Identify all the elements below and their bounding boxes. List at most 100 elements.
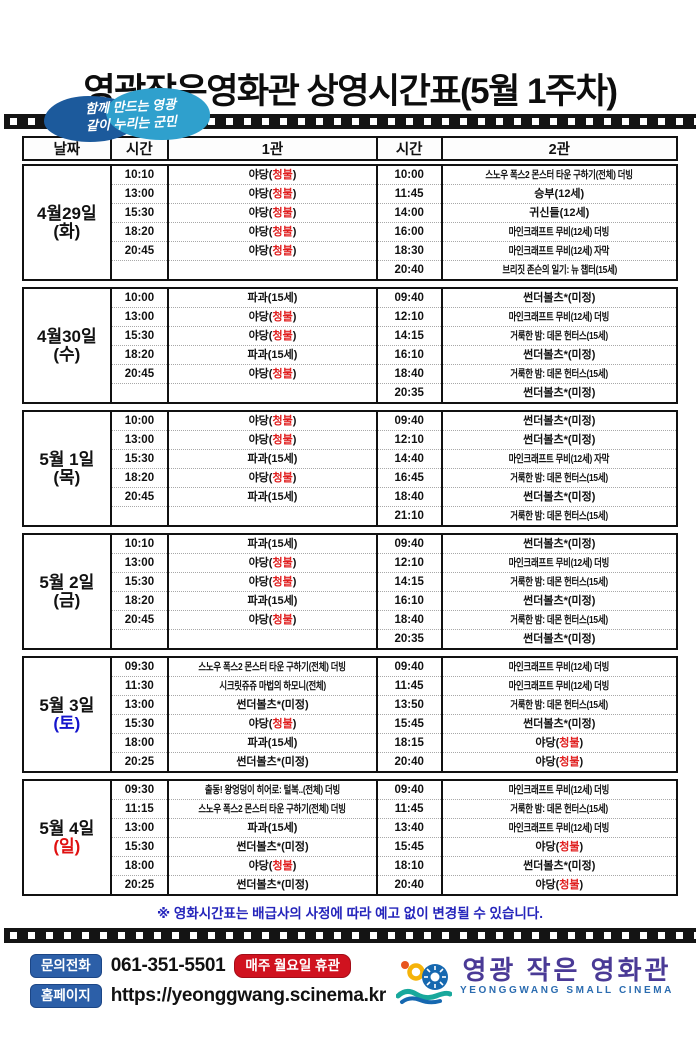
rating-adult: 청불 (559, 879, 580, 891)
schedule-block: 5월 3일 (토) 09:30 스노우 폭스2 몬스터 타운 구하기(전체) 더빙 09… (22, 656, 678, 773)
time-cell-screen1: 15:30 (110, 837, 169, 857)
movie-cell-screen2: 썬더볼츠*(미정) (440, 591, 677, 611)
movie-cell-screen1: 야당(청불) (167, 856, 377, 876)
time-cell-screen1: 20:25 (110, 875, 169, 895)
schedule-row: 4월30일 (수) 10:00 파과(15세) 09:40 썬더볼츠*(미정) (23, 288, 677, 403)
time-cell-screen2: 14:15 (375, 326, 442, 346)
movie-cell-screen1: 파과(15세) (167, 591, 377, 611)
schedule-row: 11:30 시크릿쥬쥬 마법의 하모니(전체) 11:45 마인크래프트 무비(12세… (23, 676, 677, 696)
schedule-row: 21:10 거룩한 밤: 데몬 헌터스(15세) (23, 506, 677, 526)
schedule-row: 5월 2일 (금) 10:10 파과(15세) 09:40 썬더볼츠*(미정) (23, 534, 677, 649)
schedule-row: 20:40 브리짓 존슨의 일기: 뉴 챕터(15세) (23, 260, 677, 280)
rating-adult: 청불 (272, 614, 293, 626)
movie-cell-screen1 (167, 629, 377, 649)
movie-cell-screen1 (167, 260, 377, 280)
rating-adult: 청불 (272, 188, 293, 200)
homepage-label-button: 홈페이지 (30, 984, 102, 1008)
header-cell-time2: 시간 (375, 137, 442, 160)
time-cell-screen1: 15:30 (110, 203, 169, 223)
movie-cell-screen1: 스노우 폭스2 몬스터 타운 구하기(전체) 더빙 (167, 657, 377, 677)
schedule: 날짜 시간 1관 시간 2관 4월29일 (화) 10:10 야당(청불) 10:00 스… (22, 136, 678, 896)
movie-cell-screen2: 거룩한 밤: 데몬 헌터스(15세) (440, 326, 677, 346)
schedule-row: 20:35 썬더볼츠*(미정) (23, 629, 677, 649)
logo-blob-teal (106, 88, 210, 140)
movie-cell-screen1: 썬더볼츠*(미정) (167, 837, 377, 857)
movie-cell-screen2: 마인크래프트 무비(12세) 더빙 (440, 307, 677, 327)
day-label: (금) (53, 590, 81, 610)
movie-cell-screen2: 마인크래프트 무비(12세) 더빙 (440, 553, 677, 573)
movie-cell-screen2: 마인크래프트 무비(12세) 자막 (440, 241, 677, 261)
movie-cell-screen2: 마인크래프트 무비(12세) 더빙 (440, 676, 677, 696)
time-cell-screen2: 18:10 (375, 856, 442, 876)
movie-cell-screen2: 거룩한 밤: 데몬 헌터스(15세) (440, 695, 677, 715)
time-cell-screen2: 13:50 (375, 695, 442, 715)
movie-cell-screen2: 거룩한 밤: 데몬 헌터스(15세) (440, 468, 677, 488)
time-cell-screen1: 15:30 (110, 714, 169, 734)
date-label: 4월30일 (36, 326, 97, 346)
time-cell-screen1: 20:45 (110, 364, 169, 384)
movie-cell-screen2: 거룩한 밤: 데몬 헌터스(15세) (440, 506, 677, 526)
time-cell-screen2: 09:40 (375, 411, 442, 431)
cinema-logo: 영광 작은 영화관 YEONGGWANG SMALL CINEMA (395, 955, 674, 1011)
time-cell-screen1: 20:45 (110, 241, 169, 261)
movie-cell-screen2: 썬더볼츠*(미정) (440, 430, 677, 450)
schedule-row: 5월 4일 (일) 09:30 출동! 왕엉덩이 히어로: 털복..(전체) 더빙 09… (23, 780, 677, 895)
header-cell-date: 날짜 (23, 137, 111, 160)
time-cell-screen1: 13:00 (110, 430, 169, 450)
time-cell-screen2: 18:15 (375, 733, 442, 753)
date-cell: 4월30일 (수) (23, 288, 112, 403)
movie-cell-screen1: 파과(15세) (167, 288, 377, 308)
movie-cell-screen2: 썬더볼츠*(미정) (440, 288, 677, 308)
movie-cell-screen1: 시크릿쥬쥬 마법의 하모니(전체) (167, 676, 377, 696)
movie-cell-screen1: 야당(청불) (167, 714, 377, 734)
movie-cell-screen1: 야당(청불) (167, 184, 377, 204)
movie-cell-screen2: 썬더볼츠*(미정) (440, 714, 677, 734)
schedule-row: 15:30 야당(청불) 14:15 거룩한 밤: 데몬 헌터스(15세) (23, 326, 677, 346)
time-cell-screen2: 20:35 (375, 629, 442, 649)
movie-cell-screen2: 야당(청불) (440, 733, 677, 753)
date-label: 5월 4일 (39, 818, 95, 838)
rating-adult: 청불 (272, 245, 293, 257)
schedule-row: 13:00 야당(청불) 12:10 썬더볼츠*(미정) (23, 430, 677, 450)
schedule-row: 15:30 썬더볼츠*(미정) 15:45 야당(청불) (23, 837, 677, 857)
movie-cell-screen2: 썬더볼츠*(미정) (440, 383, 677, 403)
schedule-row: 18:20 야당(청불) 16:00 마인크래프트 무비(12세) 더빙 (23, 222, 677, 242)
phone-row: 문의전화 061-351-5501 매주 월요일 휴관 (30, 954, 386, 978)
movie-cell-screen2: 야당(청불) (440, 837, 677, 857)
time-cell-screen2: 15:45 (375, 714, 442, 734)
time-cell-screen2: 09:40 (375, 657, 442, 677)
schedule-row: 5월 1일 (목) 10:00 야당(청불) 09:40 썬더볼츠*(미정) (23, 411, 677, 526)
phone-label-button: 문의전화 (30, 954, 102, 978)
cinema-logo-korean: 영광 작은 영화관 (462, 955, 672, 985)
movie-cell-screen2: 썬더볼츠*(미정) (440, 629, 677, 649)
homepage-url[interactable]: https://yeonggwang.scinema.kr (110, 985, 387, 1006)
time-cell-screen2: 11:45 (375, 184, 442, 204)
movie-cell-screen1: 야당(청불) (167, 572, 377, 592)
schedule-row: 20:25 썬더볼츠*(미정) 20:40 야당(청불) (23, 752, 677, 772)
movie-cell-screen1: 출동! 왕엉덩이 히어로: 털복..(전체) 더빙 (167, 780, 377, 800)
schedule-row: 20:35 썬더볼츠*(미정) (23, 383, 677, 403)
schedule-row: 13:00 야당(청불) 12:10 마인크래프트 무비(12세) 더빙 (23, 307, 677, 327)
time-cell-screen2: 18:30 (375, 241, 442, 261)
phone-number: 061-351-5501 (110, 955, 226, 976)
movie-cell-screen1: 야당(청불) (167, 430, 377, 450)
time-cell-screen2: 18:40 (375, 610, 442, 630)
closed-monday-badge: 매주 월요일 휴관 (234, 954, 351, 978)
movie-cell-screen2: 승부(12세) (440, 184, 677, 204)
schedule-row: 13:00 파과(15세) 13:40 마인크래프트 무비(12세) 더빙 (23, 818, 677, 838)
schedule-row: 15:30 야당(청불) 15:45 썬더볼츠*(미정) (23, 714, 677, 734)
time-cell-screen2: 20:35 (375, 383, 442, 403)
rating-adult: 청불 (272, 718, 293, 730)
schedule-row: 15:30 야당(청불) 14:00 귀신들(12세) (23, 203, 677, 223)
schedule-block: 4월29일 (화) 10:10 야당(청불) 10:00 스노우 폭스2 몬스터 타운 구… (22, 164, 678, 281)
rating-adult: 청불 (272, 434, 293, 446)
movie-cell-screen1: 파과(15세) (167, 487, 377, 507)
schedule-row: 13:00 야당(청불) 12:10 마인크래프트 무비(12세) 더빙 (23, 553, 677, 573)
schedule-row: 20:25 썬더볼츠*(미정) 20:40 야당(청불) (23, 875, 677, 895)
movie-cell-screen2: 거룩한 밤: 데몬 헌터스(15세) (440, 610, 677, 630)
time-cell-screen1 (110, 629, 169, 649)
day-label: (화) (53, 221, 81, 241)
time-cell-screen2: 16:10 (375, 345, 442, 365)
time-cell-screen2: 14:00 (375, 203, 442, 223)
schedule-row: 15:30 파과(15세) 14:40 마인크래프트 무비(12세) 자막 (23, 449, 677, 469)
